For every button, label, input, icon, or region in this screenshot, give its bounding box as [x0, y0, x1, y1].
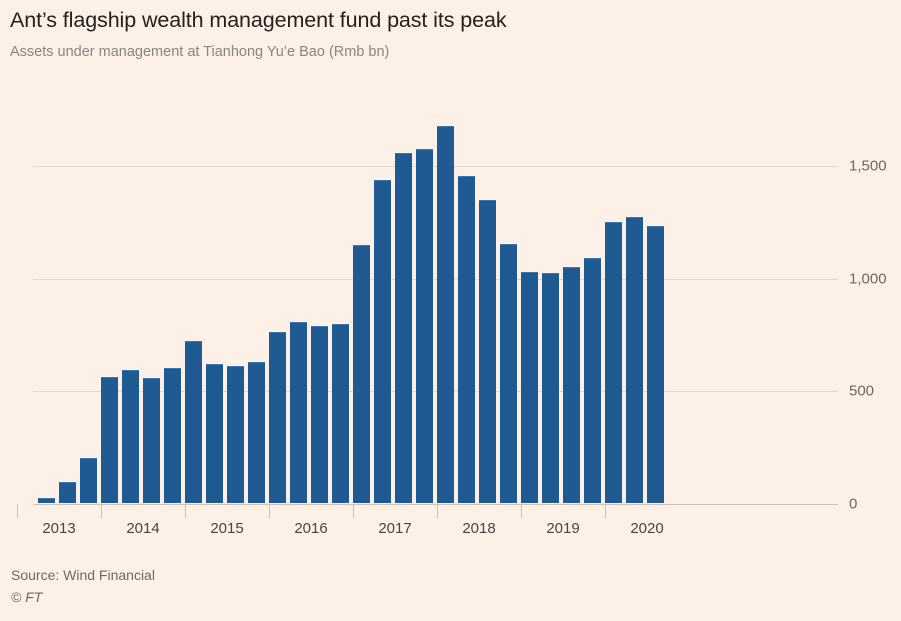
- bar: [563, 267, 580, 503]
- bar: [164, 368, 181, 503]
- x-tick-label: 2013: [42, 520, 76, 537]
- bar: [500, 244, 517, 503]
- x-tick: [353, 504, 354, 518]
- x-tick-label: 2016: [294, 520, 328, 537]
- y-tick-label: 1,000: [849, 270, 887, 288]
- bar: [353, 245, 370, 503]
- bar: [437, 126, 454, 503]
- bar: [605, 222, 622, 503]
- x-tick: [521, 504, 522, 518]
- bar: [647, 226, 664, 503]
- bar: [479, 200, 496, 503]
- bar: [584, 257, 601, 503]
- bar: [80, 458, 97, 503]
- bar-series: [33, 109, 838, 503]
- bar: [269, 331, 286, 503]
- source-note: Source: Wind Financial: [11, 567, 155, 583]
- bar: [521, 271, 538, 503]
- x-tick-label: 2019: [546, 520, 580, 537]
- copyright-note: © FT: [11, 589, 43, 605]
- bar: [185, 340, 202, 503]
- x-tick: [185, 504, 186, 518]
- bar: [248, 361, 265, 503]
- x-axis: 2013 2014 2015 2016 2017 2018 2019 2020: [17, 504, 838, 548]
- bar: [101, 376, 118, 503]
- bar: [290, 321, 307, 503]
- x-tick-label: 2014: [126, 520, 160, 537]
- x-tick: [605, 504, 606, 518]
- x-tick-label: 2015: [210, 520, 244, 537]
- y-axis: 0 500 1,000 1,500: [843, 110, 901, 512]
- bar: [227, 365, 244, 503]
- chart-subtitle: Assets under management at Tianhong Yu’e…: [10, 44, 390, 60]
- bar: [311, 326, 328, 503]
- bar: [416, 149, 433, 503]
- chart-footer: Source: Wind Financial © FT: [11, 566, 155, 607]
- x-tick-label: 2017: [378, 520, 412, 537]
- bar: [395, 153, 412, 503]
- bar: [206, 363, 223, 503]
- bar: [458, 176, 475, 503]
- plot-area: [33, 109, 838, 505]
- bar: [59, 481, 76, 503]
- y-tick-label: 1,500: [849, 157, 887, 175]
- x-tick-label: 2020: [630, 520, 664, 537]
- x-tick: [101, 504, 102, 518]
- y-tick-label: 500: [849, 382, 875, 400]
- bar: [38, 497, 55, 503]
- y-tick-label: 0: [849, 495, 858, 513]
- x-tick: [437, 504, 438, 518]
- x-tick-label: 2018: [462, 520, 496, 537]
- chart-header: Ant’s flagship wealth management fund pa…: [10, 6, 890, 62]
- x-tick: [269, 504, 270, 518]
- bar: [143, 377, 160, 503]
- bar: [332, 324, 349, 503]
- bar: [374, 180, 391, 503]
- bar: [122, 370, 139, 503]
- bar: [542, 272, 559, 503]
- x-tick: [17, 504, 18, 518]
- bar: [626, 217, 643, 503]
- page-title: Ant’s flagship wealth management fund pa…: [10, 8, 507, 32]
